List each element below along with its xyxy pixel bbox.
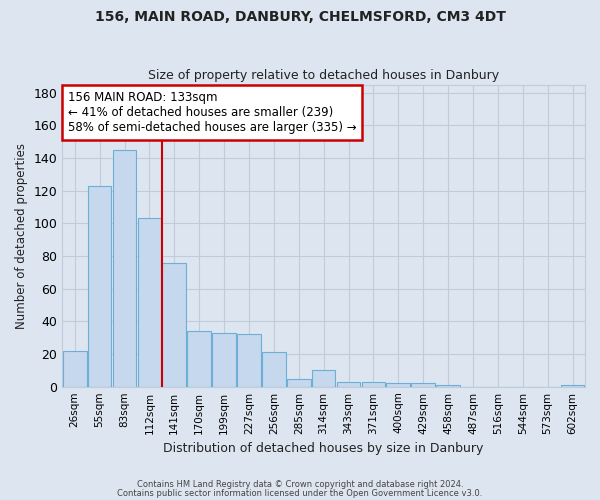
Y-axis label: Number of detached properties: Number of detached properties [15, 142, 28, 328]
Bar [113, 150, 136, 386]
Bar [412, 384, 435, 386]
Bar [287, 378, 311, 386]
Bar [312, 370, 335, 386]
Text: Contains public sector information licensed under the Open Government Licence v3: Contains public sector information licen… [118, 488, 482, 498]
Bar [386, 384, 410, 386]
Bar [212, 333, 236, 386]
Bar [163, 262, 186, 386]
X-axis label: Distribution of detached houses by size in Danbury: Distribution of detached houses by size … [163, 442, 484, 455]
Bar [88, 186, 112, 386]
Bar [436, 385, 460, 386]
Bar [362, 382, 385, 386]
Text: 156, MAIN ROAD, DANBURY, CHELMSFORD, CM3 4DT: 156, MAIN ROAD, DANBURY, CHELMSFORD, CM3… [95, 10, 505, 24]
Title: Size of property relative to detached houses in Danbury: Size of property relative to detached ho… [148, 69, 499, 82]
Bar [187, 331, 211, 386]
Bar [561, 385, 584, 386]
Bar [337, 382, 361, 386]
Bar [63, 351, 86, 386]
Bar [237, 334, 261, 386]
Bar [137, 218, 161, 386]
Text: 156 MAIN ROAD: 133sqm
← 41% of detached houses are smaller (239)
58% of semi-det: 156 MAIN ROAD: 133sqm ← 41% of detached … [68, 90, 356, 134]
Text: Contains HM Land Registry data © Crown copyright and database right 2024.: Contains HM Land Registry data © Crown c… [137, 480, 463, 489]
Bar [262, 352, 286, 386]
